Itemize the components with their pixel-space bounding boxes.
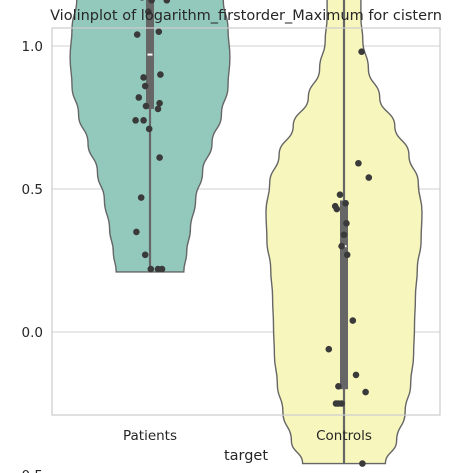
data-point <box>355 159 362 167</box>
data-point <box>156 99 163 107</box>
data-point <box>139 0 145 1</box>
violins <box>69 0 423 465</box>
y-tick-label: 0.0 <box>22 325 43 341</box>
x-axis-label: target <box>224 448 268 464</box>
y-tick-label: 1.0 <box>22 39 43 55</box>
x-tick-label: Controls <box>316 428 372 444</box>
data-point <box>155 28 163 35</box>
data-point <box>156 154 163 161</box>
data-point <box>135 94 143 101</box>
data-point <box>362 388 369 396</box>
data-points <box>132 0 373 467</box>
chart-title: Violinplot of logarithm_firstorder_Maxim… <box>50 8 442 24</box>
data-point <box>343 220 350 227</box>
data-point <box>148 0 155 4</box>
data-point <box>335 383 342 390</box>
y-tick-labels: -0.50.00.51.01.52.0 <box>17 39 43 473</box>
x-tick-labels: Patients Controls <box>123 428 372 444</box>
data-point <box>137 194 145 201</box>
data-point <box>333 205 341 213</box>
data-point <box>132 117 139 124</box>
data-point <box>338 242 345 250</box>
x-tick-label: Patients <box>123 428 177 444</box>
data-point <box>342 200 349 207</box>
data-point <box>158 265 166 273</box>
data-point <box>141 251 149 259</box>
data-point <box>358 48 365 56</box>
data-point <box>133 31 141 38</box>
y-tick-label: 0.5 <box>22 182 43 198</box>
median-marker <box>147 53 153 56</box>
data-point <box>332 400 340 407</box>
data-point <box>349 317 357 324</box>
data-point <box>336 191 344 199</box>
data-point <box>359 460 366 467</box>
data-point <box>133 228 140 236</box>
data-point <box>325 345 333 353</box>
iqr-box <box>340 200 348 390</box>
data-point <box>145 125 153 133</box>
y-tick-label: -0.5 <box>17 468 43 473</box>
data-point <box>140 74 147 81</box>
data-point <box>147 265 155 273</box>
data-point <box>154 105 162 113</box>
data-point <box>340 231 348 239</box>
data-point <box>343 251 351 259</box>
data-point <box>163 0 171 4</box>
data-point <box>142 102 150 110</box>
data-point <box>352 371 360 379</box>
data-point <box>141 82 149 90</box>
data-point <box>140 117 147 124</box>
data-point <box>157 71 164 78</box>
data-point <box>365 174 373 181</box>
data-point <box>145 8 152 15</box>
data-point <box>338 400 345 407</box>
plot-frame <box>51 27 441 416</box>
